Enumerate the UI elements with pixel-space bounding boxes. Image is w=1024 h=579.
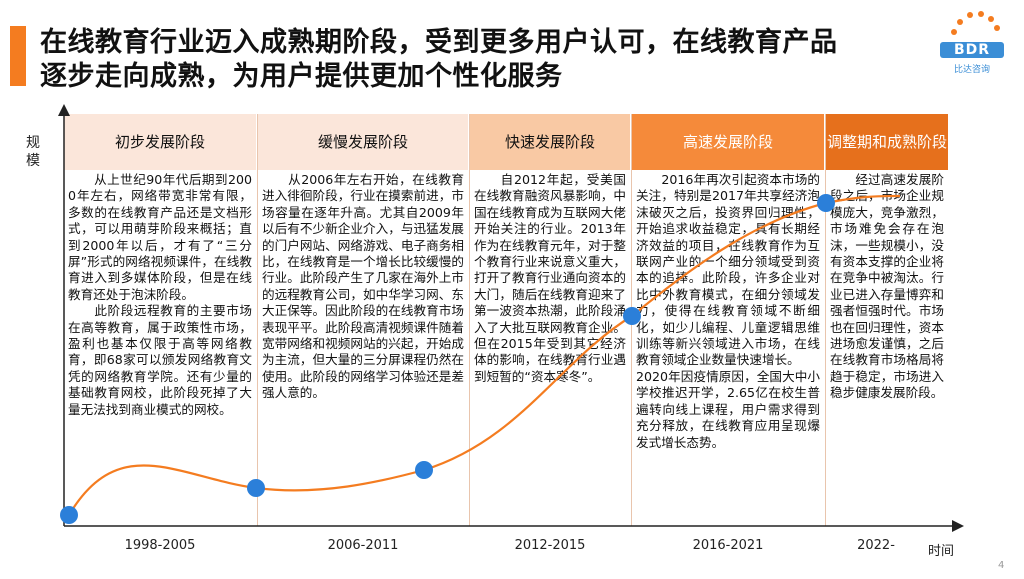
phase-description: 从上世纪90年代后期到2000年左右，网络带宽非常有限，多数的在线教育产品还是文…	[68, 172, 252, 417]
phase-years: 2006-2011	[327, 538, 399, 553]
curve-point	[60, 506, 78, 524]
phase-divider	[825, 114, 826, 526]
phase-description: 从2006年左右开始，在线教育进入徘徊阶段，行业在摸索前进，市场容量在逐年升高。…	[262, 172, 464, 401]
x-axis-label: 时间	[928, 544, 955, 559]
phase-divider	[257, 114, 258, 526]
phase-header: 初步发展阶段	[64, 114, 256, 170]
title-accent-bar	[10, 26, 26, 86]
phase-description: 经过高速发展阶段之后，市场企业规模庞大，竞争激烈，市场难免会存在泡沫，一些规模小…	[830, 172, 944, 401]
phase-description: 自2012年起，受美国在线教育融资风暴影响，中国在线教育成为互联网大佬开始关注的…	[474, 172, 626, 384]
phase-initial: 初步发展阶段 从上世纪90年代后期到2000年左右，网络带宽非常有限，多数的在线…	[64, 114, 256, 526]
phase-years: 2022-	[857, 538, 895, 553]
y-axis-label: 规模	[26, 135, 40, 169]
phase-header: 缓慢发展阶段	[258, 114, 468, 170]
phase-header: 高速发展阶段	[632, 114, 824, 170]
logo-dots-icon	[951, 11, 1000, 35]
curve-point	[415, 461, 433, 479]
phase-years: 2012-2015	[514, 538, 586, 553]
phase-divider	[469, 114, 470, 526]
curve-point	[623, 307, 641, 325]
phase-header: 快速发展阶段	[470, 114, 630, 170]
phase-fast: 快速发展阶段 自2012年起，受美国在线教育融资风暴影响，中国在线教育成为互联网…	[470, 114, 630, 526]
phase-slow: 缓慢发展阶段 从2006年左右开始，在线教育进入徘徊阶段，行业在摸索前进，市场容…	[258, 114, 468, 526]
title-line-1: 在线教育行业迈入成熟期阶段，受到更多用户认可，在线教育产品	[40, 27, 838, 58]
logo-subtitle: 比达咨询	[953, 65, 990, 75]
bdr-logo: BDR 比达咨询	[940, 6, 1016, 76]
phase-description: 2016年再次引起资本市场的关注，特别是2017年共享经济泡沫破灭之后，投资界回…	[636, 172, 820, 450]
phase-years: 2016-2021	[692, 538, 764, 553]
phase-mature: 调整期和成熟阶段 经过高速发展阶段之后，市场企业规模庞大，竞争激烈，市场难免会存…	[826, 114, 948, 526]
title-line-2: 逐步走向成熟，为用户提供更加个性化服务	[40, 61, 563, 92]
phase-header: 调整期和成熟阶段	[826, 114, 948, 170]
curve-point	[817, 194, 835, 212]
phase-years: 1998-2005	[124, 538, 196, 553]
phase-rapid: 高速发展阶段 2016年再次引起资本市场的关注，特别是2017年共享经济泡沫破灭…	[632, 114, 824, 526]
curve-point	[247, 479, 265, 497]
page-title: 在线教育行业迈入成熟期阶段，受到更多用户认可，在线教育产品 逐步走向成熟，为用户…	[40, 26, 920, 94]
page-number: 4	[998, 560, 1005, 571]
growth-curve	[68, 194, 901, 516]
logo-text: BDR	[940, 42, 1004, 58]
